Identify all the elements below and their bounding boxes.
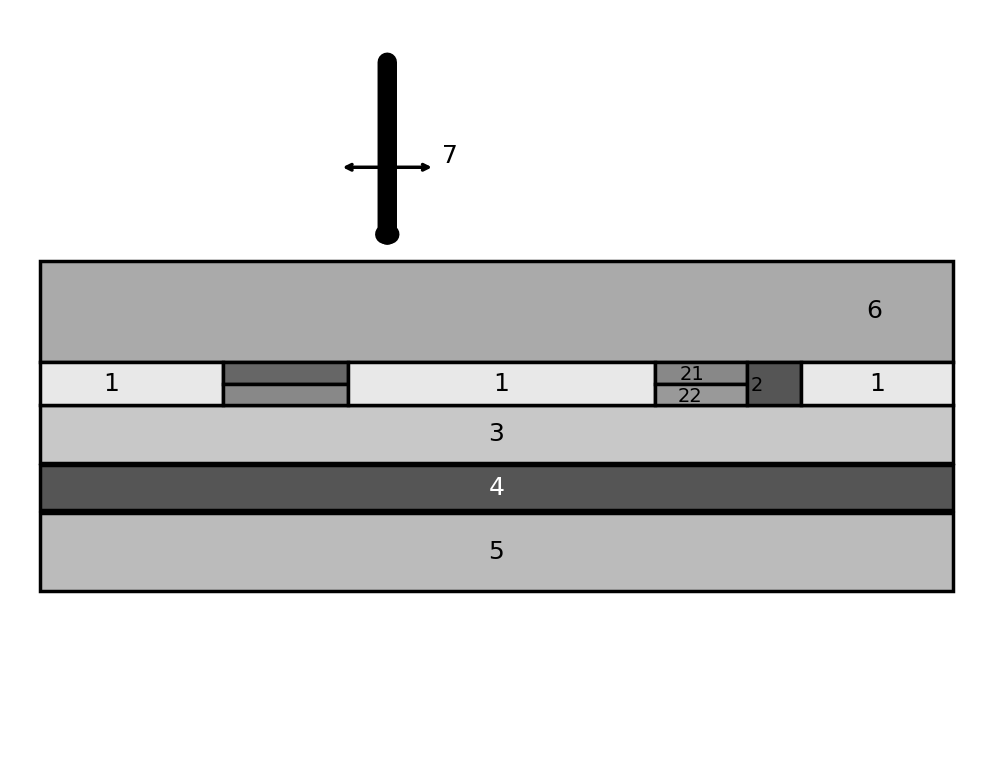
Text: 1: 1	[103, 372, 119, 395]
FancyBboxPatch shape	[223, 362, 348, 384]
Text: 21: 21	[680, 365, 704, 384]
FancyBboxPatch shape	[40, 513, 953, 591]
FancyBboxPatch shape	[655, 362, 747, 384]
Text: 2: 2	[751, 377, 763, 395]
FancyBboxPatch shape	[747, 362, 801, 405]
FancyBboxPatch shape	[40, 362, 223, 405]
Text: 6: 6	[866, 300, 882, 323]
Text: 5: 5	[489, 541, 504, 564]
Text: 3: 3	[489, 422, 504, 446]
FancyBboxPatch shape	[801, 362, 953, 405]
Text: 1: 1	[494, 372, 509, 395]
FancyBboxPatch shape	[40, 465, 953, 510]
FancyBboxPatch shape	[223, 384, 348, 405]
FancyBboxPatch shape	[655, 384, 747, 405]
FancyBboxPatch shape	[40, 405, 953, 463]
Text: 1: 1	[869, 372, 885, 395]
FancyBboxPatch shape	[348, 362, 655, 405]
FancyBboxPatch shape	[40, 261, 953, 362]
Text: 4: 4	[489, 476, 504, 499]
Text: 22: 22	[678, 387, 702, 405]
Text: 7: 7	[442, 144, 458, 167]
